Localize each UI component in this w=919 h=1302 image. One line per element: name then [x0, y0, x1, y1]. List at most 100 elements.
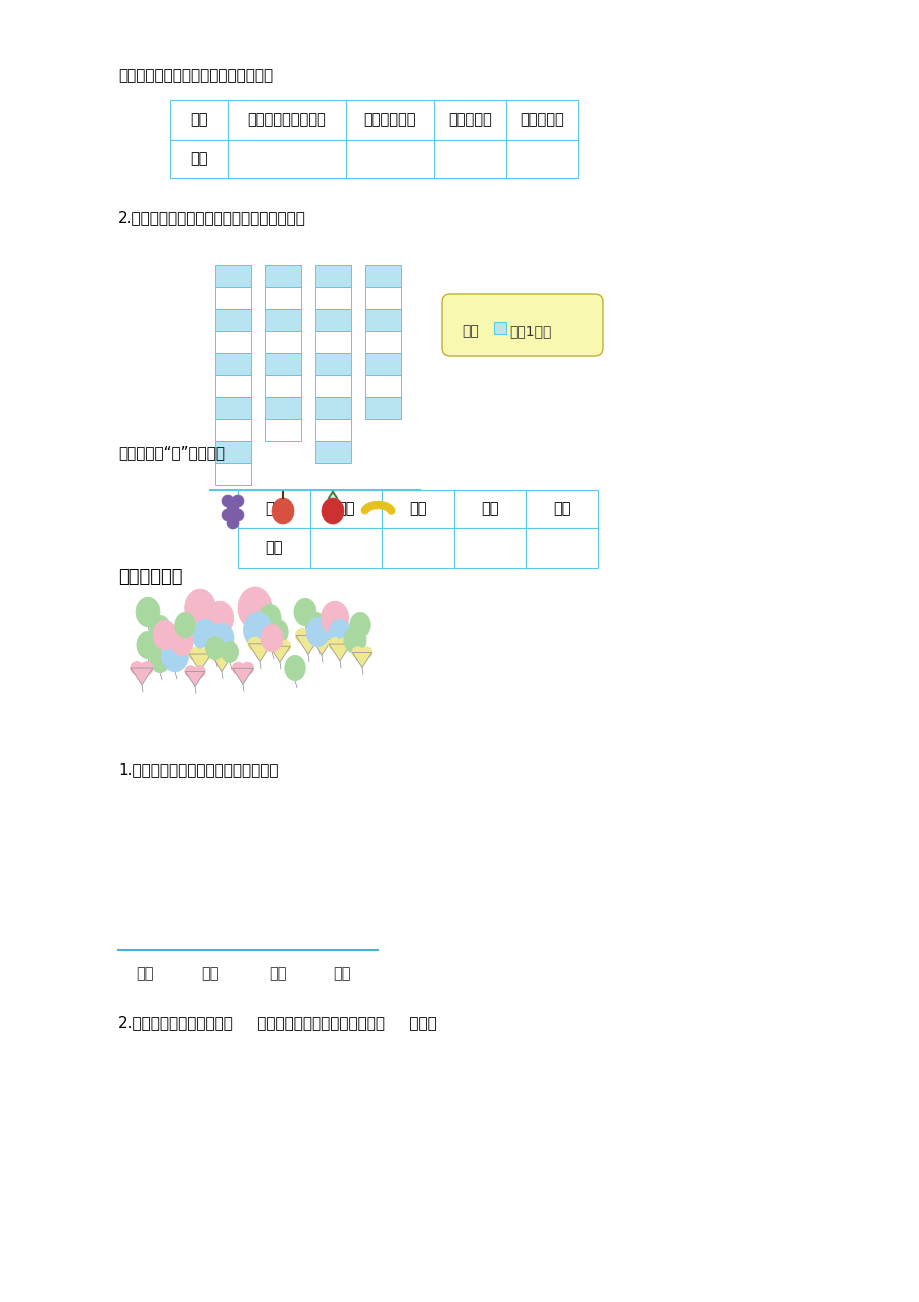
Text: 《猫和老鼠》: 《猫和老鼠》 — [363, 112, 415, 128]
Bar — [365, 353, 401, 375]
Text: 苹果: 苹果 — [481, 501, 498, 517]
Bar — [434, 141, 505, 178]
Ellipse shape — [150, 616, 170, 641]
Circle shape — [199, 647, 211, 660]
Bar — [238, 490, 310, 529]
Polygon shape — [185, 672, 204, 686]
Bar — [453, 490, 526, 529]
Circle shape — [227, 517, 239, 529]
Circle shape — [328, 638, 341, 651]
Ellipse shape — [272, 497, 294, 523]
Circle shape — [306, 629, 321, 643]
Text: 把喜欢各种动画片的人数填在下表中。: 把喜欢各种动画片的人数填在下表中。 — [118, 68, 273, 83]
Text: 2.黄色的气球比红色的少（     ）个，绿色的气球比红色的少（     ）个。: 2.黄色的气球比红色的少（ ）个，绿色的气球比红色的少（ ）个。 — [118, 1016, 437, 1030]
Text: 葡萄: 葡萄 — [337, 501, 355, 517]
Ellipse shape — [244, 612, 272, 648]
Circle shape — [227, 503, 239, 516]
Bar — [314, 331, 351, 353]
Circle shape — [188, 647, 201, 660]
Polygon shape — [329, 644, 350, 661]
Polygon shape — [296, 635, 320, 655]
Circle shape — [232, 509, 244, 521]
Bar — [170, 100, 228, 141]
Bar — [314, 286, 351, 309]
Bar — [314, 309, 351, 331]
Bar — [314, 441, 351, 464]
Bar — [215, 441, 251, 464]
Circle shape — [351, 647, 363, 659]
Bar — [346, 141, 434, 178]
Bar — [265, 419, 301, 441]
Ellipse shape — [238, 587, 272, 629]
Ellipse shape — [349, 612, 369, 638]
Bar — [170, 141, 228, 178]
Bar — [314, 353, 351, 375]
Bar — [215, 286, 251, 309]
Bar — [265, 397, 301, 419]
Circle shape — [242, 663, 254, 674]
Bar — [346, 100, 434, 141]
Circle shape — [269, 641, 281, 652]
Text: 《喜羊羊与灰太狼》: 《喜羊羊与灰太狼》 — [247, 112, 326, 128]
Ellipse shape — [175, 612, 195, 638]
Circle shape — [130, 661, 143, 674]
Polygon shape — [352, 652, 371, 668]
Circle shape — [185, 665, 196, 677]
Text: 三、数气球。: 三、数气球。 — [118, 568, 182, 586]
Bar — [228, 141, 346, 178]
Ellipse shape — [185, 589, 215, 626]
Bar — [314, 375, 351, 397]
Text: 片名: 片名 — [190, 112, 208, 128]
Circle shape — [221, 651, 232, 663]
Bar — [265, 266, 301, 286]
Text: 红色: 红色 — [136, 966, 153, 980]
Bar — [314, 397, 351, 419]
Bar — [265, 353, 301, 375]
Text: 2.李明调查了全班学生最喜欢吃的水果情况。: 2.李明调查了全班学生最喜欢吃的水果情况。 — [118, 210, 305, 225]
Ellipse shape — [210, 624, 233, 652]
Text: 水果: 水果 — [265, 501, 282, 517]
Bar — [215, 375, 251, 397]
Ellipse shape — [329, 620, 351, 647]
Bar — [215, 419, 251, 441]
Ellipse shape — [344, 626, 366, 654]
Bar — [365, 286, 401, 309]
Ellipse shape — [137, 631, 159, 659]
Text: 《七龙珠》: 《七龙珠》 — [519, 112, 563, 128]
Bar — [215, 266, 251, 286]
Bar — [314, 266, 351, 286]
Bar — [215, 309, 251, 331]
Text: 1.用合适的方法统计左面的各种气球。: 1.用合适的方法统计左面的各种气球。 — [118, 762, 278, 777]
Text: 《西游记》: 《西游记》 — [448, 112, 492, 128]
Ellipse shape — [305, 612, 326, 638]
Ellipse shape — [285, 655, 305, 681]
Bar — [228, 100, 346, 141]
Circle shape — [360, 647, 371, 659]
Text: 根据上图画“正”字整理。: 根据上图画“正”字整理。 — [118, 445, 225, 460]
Bar — [365, 309, 401, 331]
Text: 绿色: 绿色 — [333, 966, 350, 980]
Bar — [265, 375, 301, 397]
Circle shape — [221, 509, 233, 521]
Ellipse shape — [171, 629, 193, 656]
Ellipse shape — [153, 620, 176, 650]
Bar — [505, 100, 577, 141]
Ellipse shape — [322, 497, 344, 523]
Text: 人数: 人数 — [265, 540, 282, 556]
Ellipse shape — [321, 602, 348, 635]
Bar — [381, 529, 453, 568]
Bar — [215, 397, 251, 419]
Bar — [215, 353, 251, 375]
Circle shape — [248, 637, 261, 651]
Bar — [526, 529, 597, 568]
Circle shape — [194, 665, 205, 677]
Text: 每个: 每个 — [461, 324, 478, 339]
Ellipse shape — [221, 642, 238, 663]
Bar — [265, 331, 301, 353]
Bar — [365, 331, 401, 353]
Circle shape — [338, 638, 351, 651]
Text: 黄色: 黄色 — [201, 966, 219, 980]
Polygon shape — [131, 668, 153, 685]
Bar — [526, 490, 597, 529]
Circle shape — [221, 495, 233, 506]
